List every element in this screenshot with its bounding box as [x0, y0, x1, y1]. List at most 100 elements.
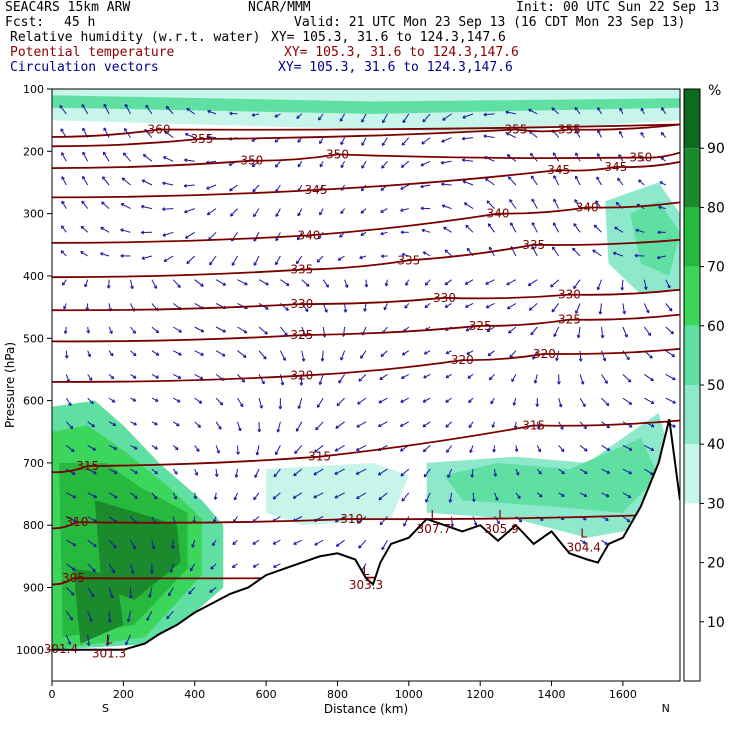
circulation-vector-374 — [443, 226, 452, 233]
circulation-vector-203 — [253, 232, 260, 242]
circulation-vector-394 — [464, 279, 474, 285]
circulation-vector-244 — [296, 255, 303, 264]
circulation-vector-493 — [579, 492, 588, 497]
circulation-vector-416 — [489, 374, 495, 381]
circulation-vector-322 — [385, 279, 388, 287]
circulation-vector-head-6 — [60, 250, 65, 254]
circulation-vector-head-282 — [337, 257, 342, 261]
circulation-vector-63 — [108, 516, 118, 524]
circulation-vector-head-321 — [380, 254, 385, 259]
circulation-vector-135 — [166, 610, 174, 620]
theta-contour-315 — [52, 419, 680, 474]
circulation-vector-544 — [644, 373, 654, 382]
circulation-vector-head-87 — [132, 545, 136, 550]
circulation-vector-118 — [162, 208, 174, 210]
circulation-vector-182 — [230, 208, 238, 217]
circulation-vector-60 — [108, 444, 117, 450]
circulation-vector-155 — [189, 563, 196, 572]
plot-frame — [51, 88, 681, 682]
circulation-vector-head-318 — [380, 187, 385, 191]
circulation-vector-234 — [272, 492, 281, 500]
circulation-vector-head-391 — [463, 202, 468, 206]
circulation-vector-head-515 — [619, 107, 623, 112]
circulation-vector-head-317 — [381, 165, 385, 169]
circulation-vector-461 — [552, 152, 560, 162]
circulation-vector-head-116 — [163, 156, 167, 160]
circulation-vector-390 — [462, 180, 474, 186]
circulation-vector-91 — [125, 634, 131, 646]
circulation-vector-492 — [579, 468, 588, 474]
circulation-vector-head-98 — [141, 256, 145, 260]
circulation-vector-39 — [87, 492, 97, 498]
x-tick-label-1400: 1400 — [538, 688, 566, 701]
circulation-vector-217 — [252, 563, 260, 568]
circulation-vector-head-406 — [483, 134, 487, 138]
circulation-vector-head-173 — [213, 496, 218, 500]
circulation-vector-523 — [622, 303, 626, 315]
circulation-vector-head-22 — [67, 641, 72, 645]
circulation-vector-161 — [207, 208, 217, 216]
init-time: Init: 00 UTC Sun 22 Sep 13 — [516, 0, 720, 15]
circulation-vector-head-263 — [316, 259, 321, 263]
circulation-vector-148 — [194, 397, 203, 404]
circulation-vector-301 — [359, 255, 367, 259]
circulation-vector-532 — [622, 516, 631, 523]
circulation-vector-192 — [237, 445, 239, 455]
circulation-vector-502 — [592, 249, 602, 257]
circulation-vector-173 — [214, 492, 217, 500]
circulation-vector-202 — [253, 208, 260, 217]
circulation-vector-184 — [231, 255, 238, 266]
circulation-vector-308 — [356, 421, 367, 428]
circulation-vector-head-189 — [241, 379, 246, 383]
circulation-vector-387 — [462, 113, 474, 119]
theta-label-330-0: 330 — [290, 297, 313, 311]
circulation-vector-head-528 — [629, 424, 633, 428]
circulation-vector-head-444 — [530, 175, 535, 179]
circulation-vector-430 — [506, 279, 517, 286]
circulation-vector-head-149 — [197, 424, 201, 428]
circulation-vector-6 — [60, 250, 67, 257]
circulation-vector-head-410 — [487, 223, 492, 227]
circulation-vector-head-197 — [231, 564, 236, 568]
circulation-vector-480 — [575, 175, 581, 186]
circulation-vector-head-190 — [239, 403, 244, 408]
circulation-vector-270 — [315, 421, 324, 431]
circulation-vector-head-396 — [465, 327, 470, 332]
circulation-vector-145 — [194, 326, 205, 333]
colorbar-bin-2 — [684, 503, 700, 563]
circulation-vector-head-107 — [154, 470, 158, 475]
circulation-vector-head-238 — [296, 115, 300, 119]
circulation-vector-head-475 — [561, 493, 565, 497]
circulation-vector-27 — [81, 200, 89, 209]
circulation-vector-head-17 — [72, 518, 77, 522]
circulation-vector-36 — [87, 421, 95, 428]
circulation-vector-head-357 — [421, 228, 425, 233]
circulation-vector-head-345 — [401, 375, 405, 379]
circulation-vector-464 — [552, 222, 560, 233]
circulation-vector-344 — [402, 350, 410, 356]
circulation-vector-372 — [441, 183, 452, 186]
circulation-vector-head-269 — [316, 404, 321, 408]
circulation-vector-head-332 — [379, 521, 384, 526]
circulation-vector-head-119 — [162, 233, 166, 237]
circulation-vector-head-479 — [575, 152, 579, 156]
circulation-vector-282 — [337, 255, 345, 261]
circulation-vector-466 — [550, 279, 560, 288]
circulation-vector-head-554 — [657, 230, 661, 235]
circulation-vector-head-33 — [87, 353, 91, 358]
circulation-vector-head-377 — [444, 304, 449, 308]
circulation-vector-head-212 — [255, 451, 260, 456]
circulation-vector-head-427 — [509, 199, 513, 203]
circulation-vector-head-489 — [582, 403, 586, 408]
circulation-vector-head-470 — [557, 381, 561, 385]
circulation-vector-465 — [552, 246, 560, 257]
circulation-vector-496 — [597, 107, 602, 115]
circulation-vector-175 — [212, 539, 217, 546]
circulation-vector-head-484 — [573, 285, 577, 290]
circulation-vector-head-467 — [551, 308, 556, 313]
circulation-vector-526 — [622, 374, 632, 383]
circulation-vector-126 — [173, 397, 181, 403]
circulation-vector-head-102 — [155, 352, 160, 356]
circulation-vector-head-59 — [112, 422, 117, 427]
circulation-vector-head-26 — [82, 175, 86, 180]
